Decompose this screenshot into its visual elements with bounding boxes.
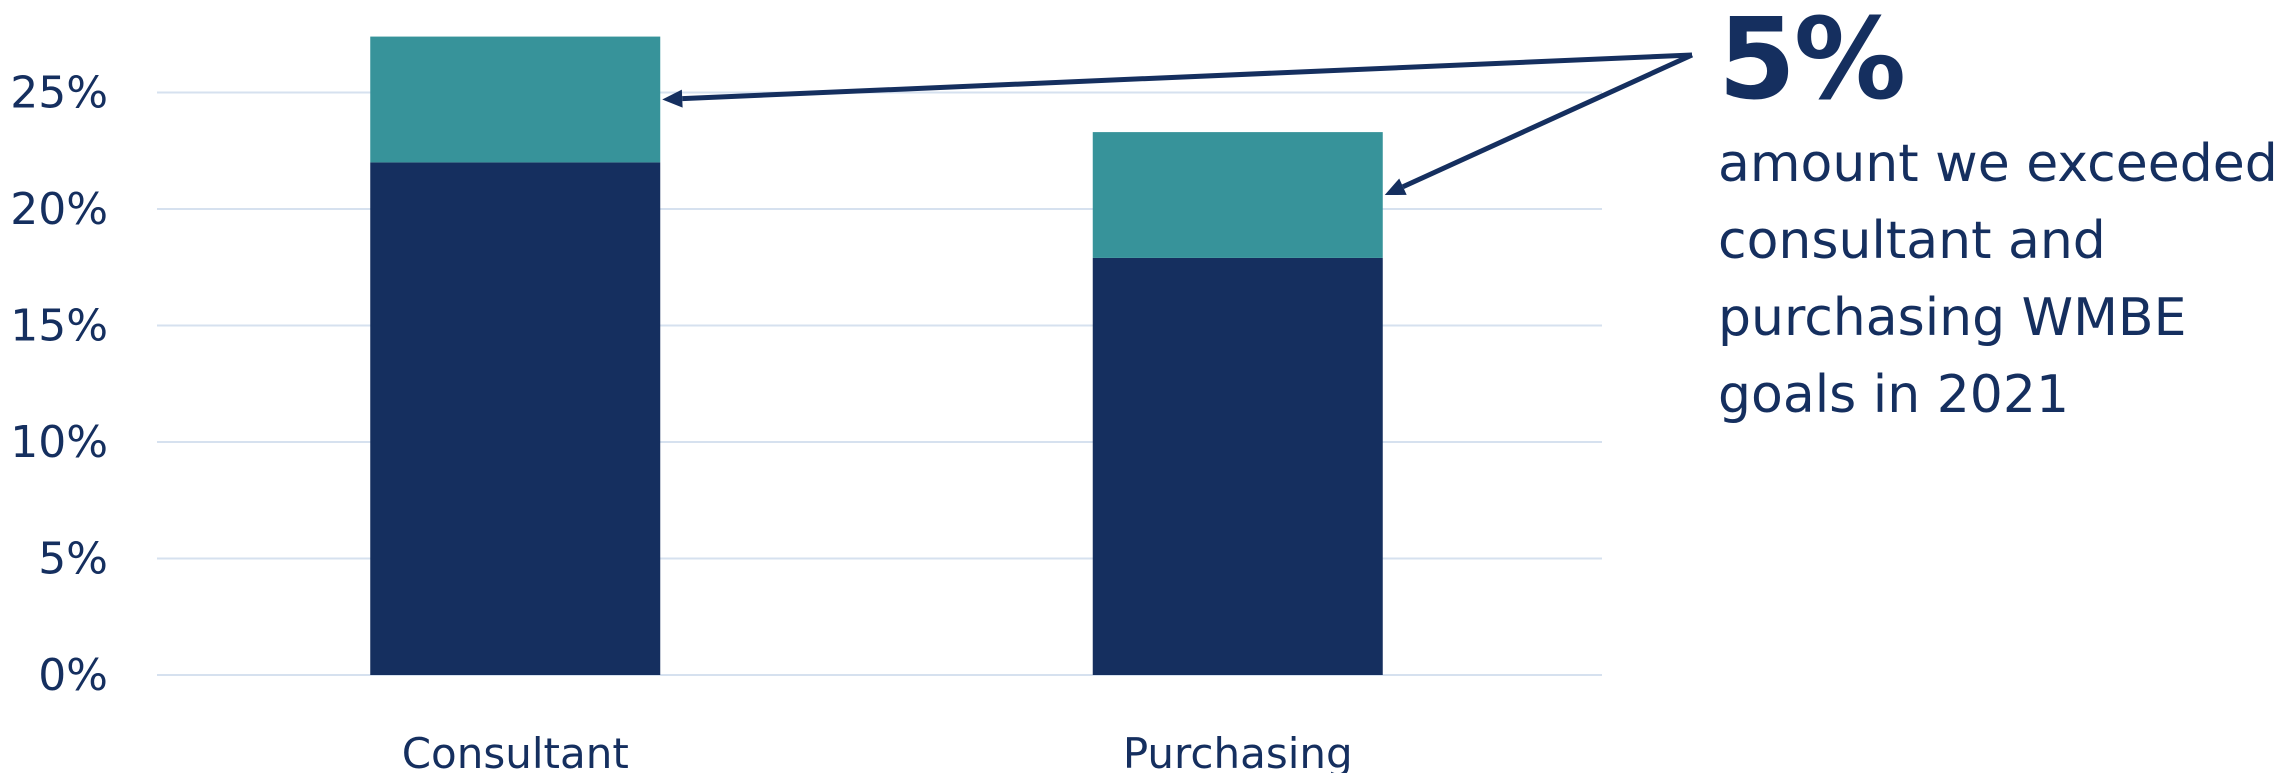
callout: 5% amount we exceeded consultant and pur…	[1718, 0, 2288, 434]
callout-arrows	[662, 52, 1694, 196]
y-tick-label: 15%	[10, 301, 108, 352]
bars	[370, 36, 1383, 675]
x-category-label: Consultant	[402, 729, 629, 773]
bar-consultant-segment-2	[370, 36, 661, 163]
y-tick-label: 25%	[10, 68, 108, 119]
callout-text: amount we exceeded consultant and purcha…	[1718, 134, 2278, 425]
y-axis-tick-labels: 0% 5% 10% 15% 20% 25%	[10, 68, 108, 702]
y-tick-label: 10%	[10, 417, 108, 468]
callout-arrow	[1384, 52, 1694, 196]
y-tick-label: 5%	[38, 534, 108, 585]
bar-purchasing-segment-2	[1092, 132, 1383, 258]
y-tick-label: 0%	[38, 650, 108, 701]
callout-value: 5%	[1718, 0, 1906, 125]
y-tick-label: 20%	[10, 184, 108, 235]
x-category-label: Purchasing	[1123, 729, 1353, 773]
x-axis-category-labels: Consultant Purchasing	[402, 729, 1353, 773]
bar-consultant-segment-1	[370, 162, 661, 675]
callout-arrow	[662, 52, 1693, 108]
bar-purchasing-segment-1	[1092, 257, 1383, 675]
